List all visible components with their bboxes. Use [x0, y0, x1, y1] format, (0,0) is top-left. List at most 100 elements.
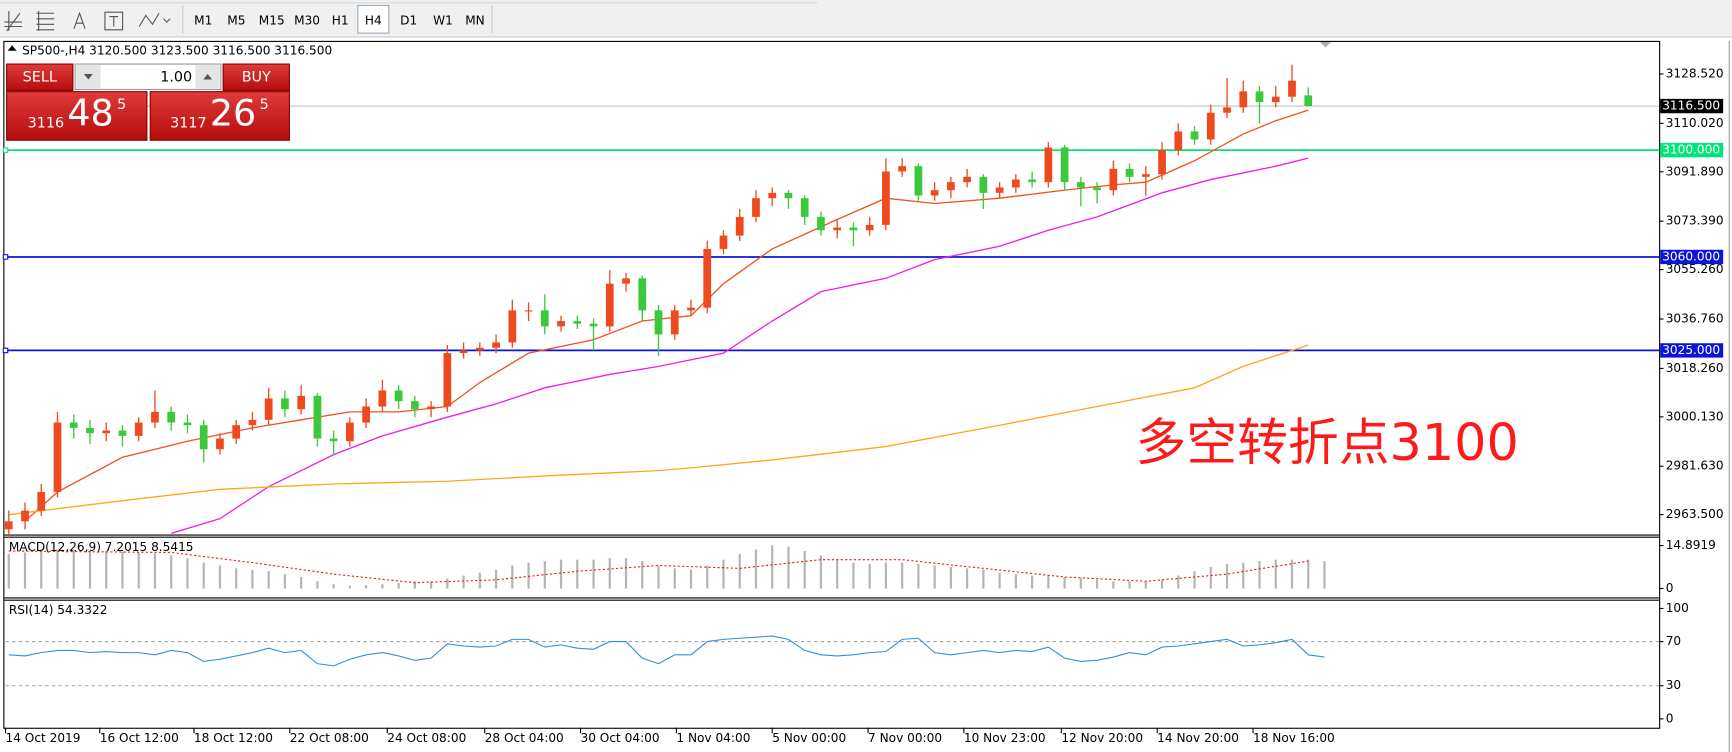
y-tick-label: 3091.890 [1666, 164, 1724, 178]
candle-body [784, 192, 793, 199]
shift-marker [1319, 41, 1332, 48]
candle-body [167, 411, 176, 423]
macd-bar [1242, 562, 1245, 589]
buy-button[interactable] [222, 63, 290, 92]
tool-fibo[interactable] [4, 11, 23, 32]
level-box [1660, 142, 1724, 158]
level-handle[interactable] [2, 347, 9, 354]
timeframe-button[interactable]: M30 [294, 13, 320, 27]
sell-price-prefix: 3116 [28, 116, 65, 132]
candle-body [995, 187, 1004, 193]
buy-price-box[interactable] [149, 91, 290, 141]
level-handle[interactable] [2, 254, 9, 260]
macd-bar [186, 558, 189, 589]
macd-bar [105, 551, 108, 589]
sell-button[interactable] [6, 63, 74, 92]
macd-bar [56, 549, 59, 589]
candle-body [1060, 147, 1069, 183]
macd-bar [982, 569, 985, 589]
x-tick-label: 12 Nov 20:00 [1061, 731, 1143, 745]
timeframe-button[interactable]: D1 [400, 13, 417, 27]
candle-body [898, 166, 907, 172]
candle-body [947, 182, 955, 191]
bid-box [1660, 98, 1724, 114]
y-tick-label: 3000.130 [1666, 409, 1724, 423]
chart-frame [3, 40, 1661, 729]
tool-label[interactable] [104, 11, 124, 31]
level-label: 3100.000 [1662, 143, 1720, 157]
macd-bar [137, 552, 140, 589]
macd-signal [8, 550, 1309, 584]
candle-body [508, 310, 517, 343]
tool-text[interactable] [73, 11, 86, 29]
macd-bar [1030, 575, 1034, 589]
tool-grid[interactable] [36, 11, 55, 31]
collapse-marker [7, 45, 17, 51]
macd-bar [381, 584, 384, 589]
macd-bar [7, 553, 10, 589]
y-tick-label: 70 [1666, 634, 1681, 648]
macd-bar [641, 561, 644, 589]
macd-bar [1047, 575, 1050, 589]
macd-bar [283, 574, 287, 589]
macd-bar [884, 562, 888, 589]
timeframe-button[interactable]: M1 [194, 13, 212, 27]
x-tick-label: 10 Nov 23:00 [964, 731, 1046, 745]
candle-body [199, 425, 208, 450]
candle-body [216, 438, 224, 450]
macd-bar [966, 568, 969, 589]
tool-arrows[interactable] [138, 12, 171, 27]
macd-bar [1258, 561, 1261, 589]
timeframe-button[interactable]: W1 [433, 13, 453, 27]
sell-price-small: 5 [117, 97, 126, 113]
level-handle[interactable] [2, 147, 9, 153]
macd-bar [868, 564, 871, 589]
candle-body [313, 395, 322, 439]
candle-body [1288, 80, 1296, 97]
chart-title: SP500-,H4 3120.500 3123.500 3116.500 311… [22, 43, 332, 57]
candle-body [573, 321, 582, 324]
candle-body [1125, 168, 1134, 177]
x-tick-label: 1 Nov 04:00 [676, 731, 750, 745]
macd-bar [722, 559, 725, 589]
macd-bar [803, 551, 806, 589]
macd-bar [836, 559, 839, 589]
y-tick-label: 3128.520 [1666, 66, 1724, 80]
moving-average [171, 157, 1309, 534]
timeframe-button[interactable]: H4 [365, 13, 382, 27]
candle-body [232, 425, 241, 439]
toolbar [0, 0, 1732, 38]
timeframe-button[interactable]: M15 [259, 13, 285, 27]
timeframe-button[interactable]: M5 [227, 13, 245, 27]
candle-body [281, 398, 289, 410]
y-tick-label: 0 [1666, 581, 1674, 595]
timeframe-button[interactable]: H1 [332, 13, 349, 27]
candle-body [1158, 150, 1166, 175]
buy-price-small: 5 [260, 97, 269, 113]
level-box [1660, 343, 1724, 358]
macd-bar [787, 546, 790, 589]
x-tick-label: 14 Nov 20:00 [1157, 731, 1239, 745]
sell-price-box[interactable] [6, 91, 148, 141]
candle-body [69, 422, 78, 428]
macd-bar [316, 581, 319, 589]
candle-body [134, 422, 143, 436]
macd-bar [446, 578, 449, 589]
x-tick-label: 14 Oct 2019 [6, 731, 81, 745]
rsi-line [8, 635, 1325, 667]
bid-label: 3116.500 [1662, 99, 1720, 113]
macd-bar [170, 555, 173, 589]
macd-bar [1063, 576, 1066, 589]
y-tick-label: 3110.020 [1666, 116, 1724, 130]
candle-body [443, 353, 452, 407]
level-label: 3025.000 [1662, 343, 1720, 357]
macd-bar [1290, 559, 1294, 589]
moving-average [8, 344, 1309, 516]
timeframe-button[interactable]: MN [465, 13, 485, 27]
candle-body [1044, 147, 1053, 183]
x-tick-label: 30 Oct 04:00 [581, 731, 660, 745]
candle-body [735, 216, 744, 236]
candle-body [622, 278, 630, 284]
macd-bar [543, 561, 546, 589]
macd-bar [819, 555, 823, 589]
